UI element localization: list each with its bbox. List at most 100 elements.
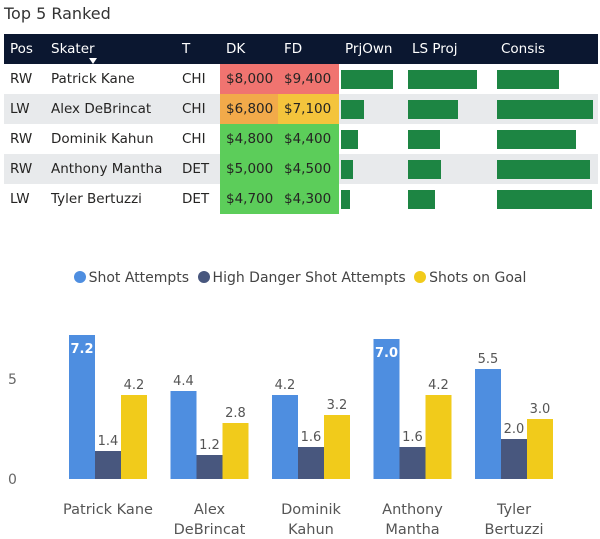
clustered-bar-chart: 0 5 7.2 1.4 4.2 Patrick Kane 4.4 1.2 2.8 Alex DeBr…	[8, 335, 553, 538]
cell-prjown	[339, 94, 406, 124]
legend-marker	[197, 271, 210, 283]
cell-consis	[495, 64, 598, 94]
x-tick-label: Alex	[194, 502, 226, 518]
prjown-bar	[341, 100, 364, 119]
data-label: 1.4	[98, 434, 119, 449]
cell-dk: $4,800	[220, 124, 278, 154]
cell-pos: RW	[10, 161, 33, 177]
header-skater[interactable]: Skater	[45, 34, 176, 64]
cell-team: DET	[182, 191, 210, 207]
cell-prjown	[339, 124, 406, 154]
table-row[interactable]: RW Anthony Mantha DET $5,000 $4,500	[4, 154, 598, 184]
cell-consis	[495, 184, 598, 214]
table-row[interactable]: RW Dominik Kahun CHI $4,800 $4,400	[4, 124, 598, 154]
table-title: Top 5 Ranked	[4, 4, 111, 23]
bar-shot-attempts	[170, 391, 197, 479]
header-dk[interactable]: DK	[226, 41, 246, 57]
cell-prjown	[339, 64, 406, 94]
consis-bar	[497, 190, 592, 209]
chart-legend: Shot Attempts High Danger Shot Attempts …	[0, 270, 600, 286]
header-team[interactable]: T	[182, 41, 191, 57]
data-label: 2.0	[504, 422, 525, 437]
cell-pos: LW	[10, 101, 30, 117]
cell-skater: Alex DeBrincat	[51, 101, 152, 117]
prjown-bar	[341, 190, 350, 209]
header-consis[interactable]: Consis	[501, 41, 546, 57]
cell-dk: $6,800	[220, 94, 278, 124]
data-label: 1.6	[402, 430, 423, 445]
bar-high-danger-shot-attempts	[298, 447, 324, 479]
table-row[interactable]: RW Patrick Kane CHI $8,000 $9,400	[4, 64, 598, 94]
lsproj-bar	[408, 70, 478, 89]
data-label: 3.2	[327, 398, 348, 413]
table-row[interactable]: LW Tyler Bertuzzi DET $4,700 $4,300	[4, 184, 598, 214]
bar-high-danger-shot-attempts	[95, 451, 121, 479]
cell-fd: $4,300	[278, 184, 339, 214]
cell-team: CHI	[182, 101, 206, 117]
data-label: 7.2	[70, 342, 93, 357]
cell-team: CHI	[182, 71, 206, 87]
cell-lsproj	[406, 154, 495, 184]
header-pos[interactable]: Pos	[10, 41, 33, 57]
consis-bar	[497, 130, 577, 149]
consis-bar	[497, 70, 559, 89]
bar-shots-on-goal	[121, 395, 147, 479]
header-lsproj[interactable]: LS Proj	[412, 41, 458, 57]
x-tick-label: Bertuzzi	[485, 522, 544, 538]
header-prjown[interactable]: PrjOwn	[345, 41, 393, 57]
cell-dk: $8,000	[220, 64, 278, 94]
lsproj-bar	[408, 160, 441, 179]
cell-dk: $5,000	[220, 154, 278, 184]
x-tick-label: Tyler	[496, 502, 531, 518]
cell-fd: $4,500	[278, 154, 339, 184]
data-label: 1.6	[301, 430, 322, 445]
cell-pos: LW	[10, 191, 30, 207]
bar-high-danger-shot-attempts	[399, 447, 426, 479]
bar-shot-attempts	[69, 335, 95, 479]
x-tick-label: Dominik	[281, 502, 341, 518]
consis-bar	[497, 160, 590, 179]
cell-lsproj	[406, 184, 495, 214]
data-label: 2.8	[225, 406, 246, 421]
data-label: 5.5	[478, 352, 499, 367]
cell-skater: Dominik Kahun	[51, 131, 154, 147]
bar-shot-attempts	[475, 369, 501, 479]
cell-prjown	[339, 184, 406, 214]
data-label: 4.2	[428, 378, 449, 393]
lsproj-bar	[408, 100, 458, 119]
prjown-bar	[341, 160, 354, 179]
prjown-bar	[341, 130, 359, 149]
data-label: 7.0	[375, 346, 398, 361]
legend-label: High Danger Shot Attempts	[212, 270, 406, 286]
legend-item-shots-on-goal[interactable]: Shots on Goal	[414, 270, 526, 286]
lsproj-bar	[408, 190, 435, 209]
bar-shots-on-goal	[324, 415, 350, 479]
legend-item-high-danger[interactable]: High Danger Shot Attempts	[197, 270, 406, 286]
cell-skater: Patrick Kane	[51, 71, 135, 87]
cell-dk: $4,700	[220, 184, 278, 214]
cell-fd: $7,100	[278, 94, 339, 124]
y-tick-label: 0	[8, 472, 17, 488]
data-label: 4.4	[173, 374, 194, 389]
header-fd[interactable]: FD	[284, 41, 303, 57]
bar-shot-attempts	[373, 339, 400, 479]
x-tick-label: Mantha	[385, 522, 439, 538]
cell-prjown	[339, 154, 406, 184]
table-row[interactable]: LW Alex DeBrincat CHI $6,800 $7,100	[4, 94, 598, 124]
data-label: 4.2	[275, 378, 296, 393]
legend-item-shot-attempts[interactable]: Shot Attempts	[73, 270, 189, 286]
ranking-table: Pos Skater T DK FD PrjOwn LS Proj Consis…	[4, 34, 598, 214]
legend-label: Shots on Goal	[429, 270, 527, 286]
cell-consis	[495, 124, 598, 154]
x-tick-label: Kahun	[288, 522, 334, 538]
header-skater-label: Skater	[51, 41, 95, 57]
cell-consis	[495, 154, 598, 184]
legend-marker	[414, 271, 427, 283]
x-tick-label: Patrick Kane	[63, 502, 153, 518]
y-tick-label: 5	[8, 372, 17, 388]
cell-lsproj	[406, 94, 495, 124]
cell-team: CHI	[182, 131, 206, 147]
sort-descending-icon	[89, 58, 97, 64]
cell-skater: Anthony Mantha	[51, 161, 163, 177]
cell-skater: Tyler Bertuzzi	[51, 191, 142, 207]
